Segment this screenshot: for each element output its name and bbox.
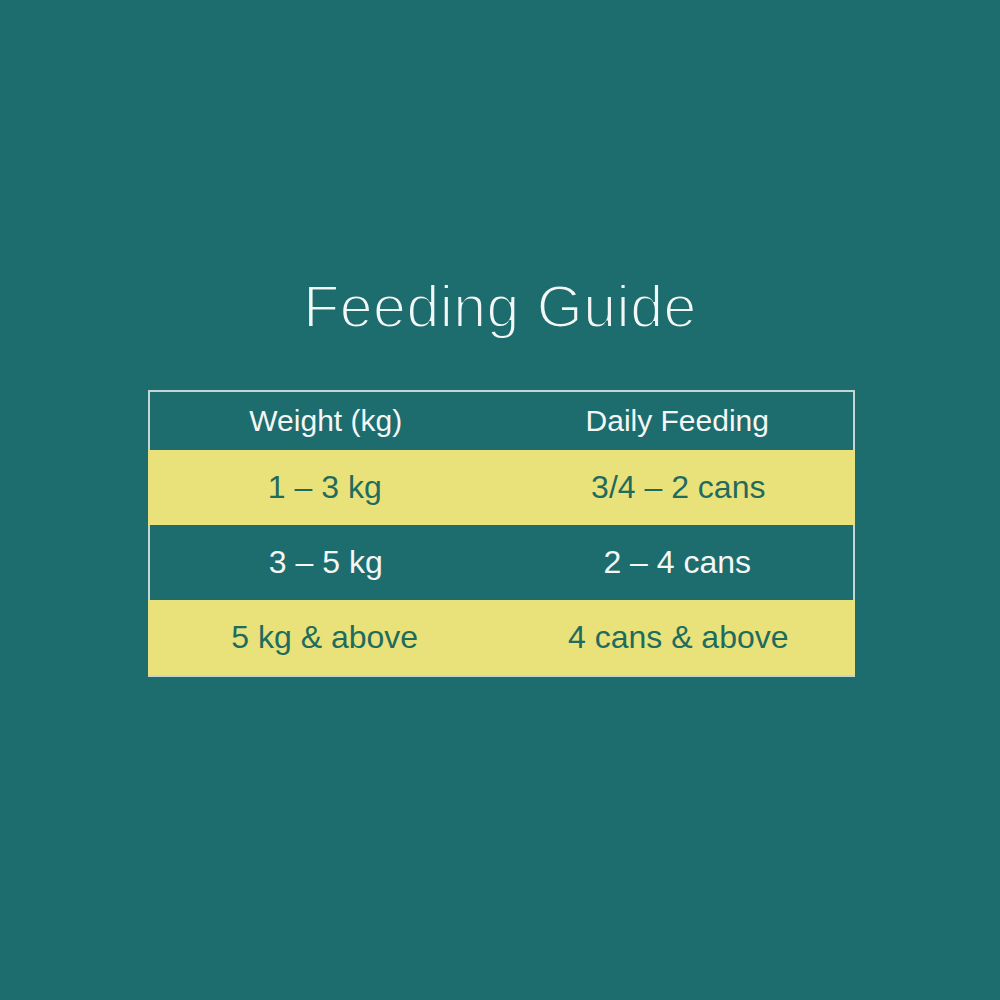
feeding-guide-table: Weight (kg) Daily Feeding 1 – 3 kg 3/4 –…: [148, 390, 855, 677]
feeding-value: 2 – 4 cans: [502, 544, 854, 581]
weight-value: 3 – 5 kg: [150, 544, 502, 581]
table-row: 3 – 5 kg 2 – 4 cans: [150, 525, 853, 600]
page-title: Feeding Guide: [0, 273, 1000, 341]
table-row: 1 – 3 kg 3/4 – 2 cans: [148, 450, 855, 525]
feeding-value: 3/4 – 2 cans: [502, 469, 856, 506]
table-header-row: Weight (kg) Daily Feeding: [150, 392, 853, 450]
column-header-daily-feeding: Daily Feeding: [502, 404, 854, 438]
table-row: 5 kg & above 4 cans & above: [148, 600, 855, 675]
feeding-value: 4 cans & above: [502, 619, 856, 656]
weight-value: 1 – 3 kg: [148, 469, 502, 506]
column-header-weight: Weight (kg): [150, 404, 502, 438]
weight-value: 5 kg & above: [148, 619, 502, 656]
